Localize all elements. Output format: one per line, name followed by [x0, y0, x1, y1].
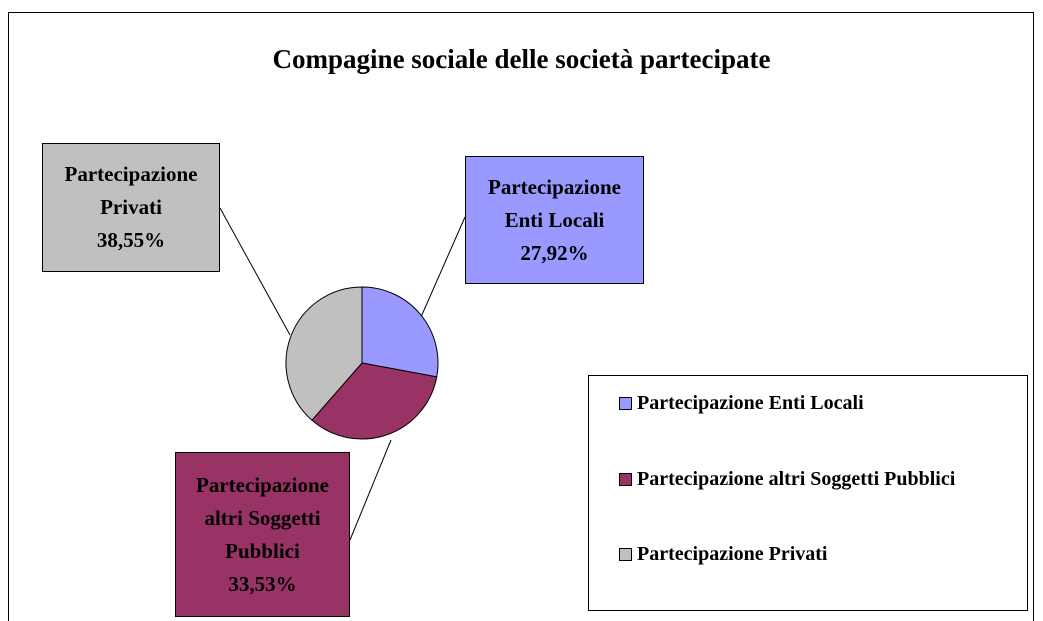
- data-label: Partecipazione altri Soggetti Pubblici 33…: [175, 452, 350, 617]
- legend-item: Partecipazione Enti Locali: [619, 390, 1017, 416]
- data-label-value: 27,92%: [520, 240, 589, 265]
- legend-item: Partecipazione Privati: [619, 541, 1017, 567]
- leader-line: [420, 216, 466, 318]
- legend-label: Partecipazione Enti Locali: [637, 392, 864, 414]
- leader-line: [349, 439, 392, 541]
- leader-line: [219, 207, 291, 336]
- data-label: Partecipazione Privati 38,55%: [42, 143, 220, 272]
- data-label-value: 38,55%: [96, 228, 166, 252]
- legend-swatch: [619, 548, 632, 561]
- data-label: Partecipazione Enti Locali 27,92%: [465, 156, 644, 284]
- data-label-name: Partecipazione altri Soggetti Pubblici: [196, 472, 329, 563]
- legend-label: Partecipazione altri Soggetti Pubblici: [637, 468, 956, 490]
- pie-slice: [311, 362, 438, 440]
- data-label-name: Partecipazione Privati: [64, 162, 198, 219]
- legend-swatch: [619, 473, 632, 486]
- chart-frame: [8, 12, 1034, 621]
- pie: [285, 286, 439, 440]
- legend: Partecipazione Enti Locali Partecipazione…: [588, 375, 1028, 611]
- pie-slice: [285, 286, 363, 421]
- legend-item: Partecipazione altri Soggetti Pubblici: [619, 466, 1017, 492]
- legend-swatch: [619, 397, 632, 410]
- data-label-name: Partecipazione Enti Locali: [488, 174, 621, 232]
- chart-title: Compagine sociale delle società partecip…: [272, 44, 771, 74]
- legend-label: Partecipazione Privati: [637, 543, 828, 565]
- pie-slice: [361, 286, 439, 378]
- data-label-value: 33,53%: [228, 571, 297, 596]
